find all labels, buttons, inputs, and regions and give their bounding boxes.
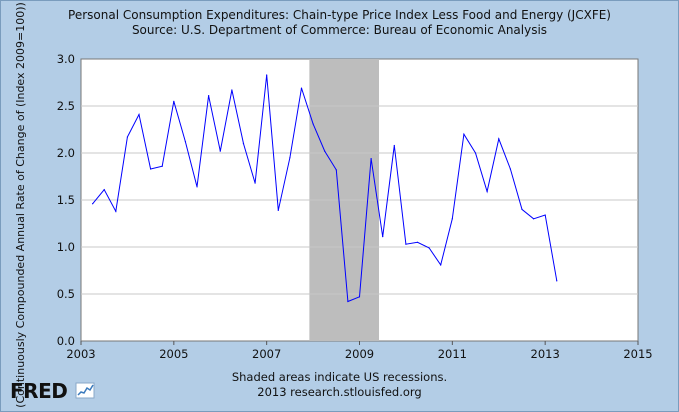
data-point <box>184 141 187 143</box>
x-tick-label: 2007 <box>252 347 281 361</box>
data-point <box>312 123 314 125</box>
data-point <box>219 150 221 152</box>
data-point <box>498 138 500 140</box>
data-point <box>486 190 488 193</box>
data-point <box>196 186 198 188</box>
data-point <box>92 203 94 205</box>
data-point <box>521 208 523 210</box>
data-point <box>451 218 453 220</box>
data-point <box>393 144 395 147</box>
data-point <box>509 168 511 170</box>
data-point <box>532 218 535 220</box>
data-point <box>277 209 279 211</box>
y-tick-label: 0.5 <box>57 287 75 301</box>
data-point <box>300 87 303 89</box>
y-tick-label: 2.5 <box>57 99 75 113</box>
y-tick-label: 3.0 <box>57 52 75 66</box>
data-point <box>254 182 256 184</box>
data-point <box>556 280 558 282</box>
chart-subtitle: Source: U.S. Department of Commerce: Bur… <box>131 23 548 37</box>
x-tick-label: 2005 <box>159 347 188 361</box>
data-point <box>440 264 442 266</box>
data-point <box>242 143 245 145</box>
data-point <box>266 74 268 76</box>
data-point <box>463 133 465 135</box>
y-tick-label: 1.5 <box>57 193 75 207</box>
x-tick-label: 2011 <box>438 347 467 361</box>
x-tick-label: 2009 <box>345 347 374 361</box>
data-point <box>103 189 105 191</box>
data-point <box>416 241 419 243</box>
x-tick-label: 2015 <box>623 347 652 361</box>
x-tick-label: 2003 <box>66 347 95 361</box>
data-point <box>382 236 384 238</box>
source-url: 2013 research.stlouisfed.org <box>257 385 422 399</box>
y-tick-label: 0.0 <box>57 334 75 348</box>
data-point <box>544 214 546 216</box>
data-point <box>370 158 372 160</box>
data-point <box>335 169 337 171</box>
data-point <box>324 150 326 152</box>
x-tick-label: 2013 <box>531 347 560 361</box>
fred-logo-text: FRED <box>10 379 67 402</box>
data-point <box>138 113 140 116</box>
recession-note: Shaded areas indicate US recessions. <box>231 370 448 384</box>
data-point <box>231 89 233 91</box>
fred-logo: FRED <box>10 379 95 402</box>
data-point <box>289 157 291 159</box>
data-point <box>173 100 175 102</box>
data-point <box>405 243 407 245</box>
data-point <box>150 168 152 170</box>
data-point <box>208 95 210 97</box>
data-point <box>428 247 430 249</box>
data-point <box>115 210 117 212</box>
data-point <box>474 152 477 154</box>
data-point <box>126 136 129 138</box>
y-axis-label: (Continuously Compounded Annual Rate of … <box>14 2 27 408</box>
data-point <box>347 300 349 303</box>
chart-title: Personal Consumption Expenditures: Chain… <box>68 8 611 22</box>
data-point <box>358 296 361 298</box>
data-point <box>161 165 163 167</box>
y-tick-label: 2.0 <box>57 146 75 160</box>
y-tick-label: 1.0 <box>57 240 75 254</box>
